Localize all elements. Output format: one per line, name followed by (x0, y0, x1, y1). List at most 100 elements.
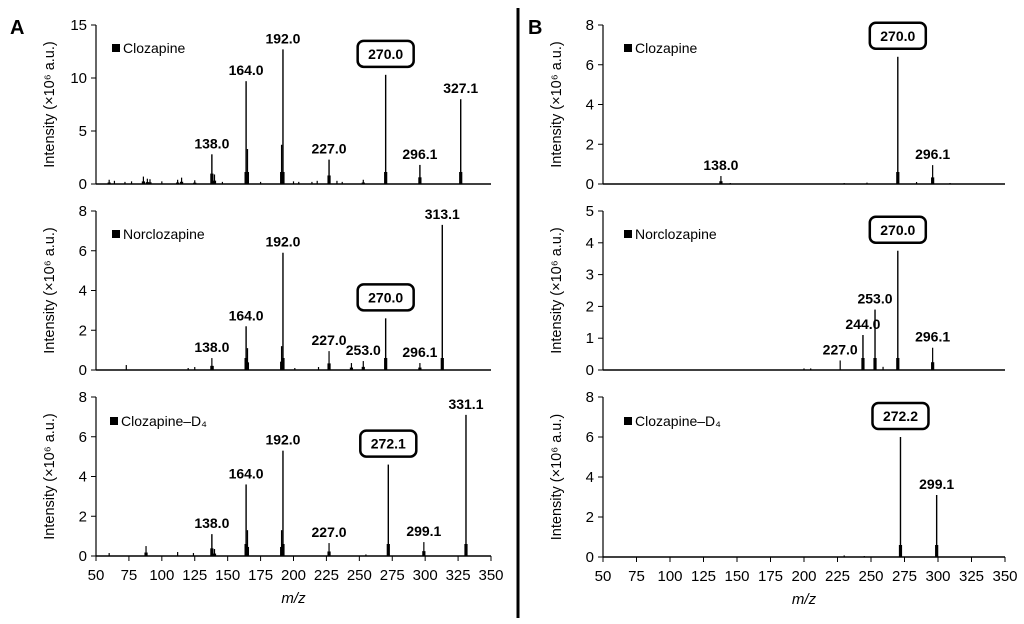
peak-label: 253.0 (346, 342, 381, 358)
peak-base (719, 181, 723, 184)
y-axis-label: Intensity (×10⁶ a.u.) (549, 414, 565, 540)
y-tick-label: 15 (70, 17, 87, 34)
spectrum-plot-a-2: 0 2 4 6 8 Intensity (×10⁶ a.u.) Norclozapine 13… (42, 203, 491, 379)
peak-base (145, 182, 149, 184)
peak-base (280, 546, 284, 556)
legend-marker-icon (110, 417, 118, 425)
spectrum-plot-a-1: 0 5 10 15 Intensity (×10⁶ a.u.) Clozapine 138.… (42, 17, 491, 193)
peak-base (464, 544, 468, 556)
peak-base (349, 367, 354, 370)
peak-base (896, 172, 900, 184)
x-tick-label: 325 (446, 567, 471, 584)
peak-base (422, 551, 426, 556)
y-tick-label: 0 (79, 176, 87, 193)
boxed-peak-label: 270.0 (880, 222, 915, 238)
legend-label: Norclozapine (123, 226, 205, 242)
legend-marker-icon (112, 230, 120, 238)
y-tick-label: 0 (586, 362, 594, 379)
peak-label: 192.0 (265, 30, 300, 46)
peak-label: 192.0 (265, 234, 300, 250)
peak-label: 227.0 (312, 332, 347, 348)
peak-base (148, 182, 152, 184)
peak-label: 164.0 (229, 307, 264, 323)
peak-label: 138.0 (194, 135, 229, 151)
x-tick-label: 300 (413, 567, 438, 584)
y-tick-label: 6 (79, 243, 87, 260)
peak-base (861, 358, 865, 370)
peak-label: 138.0 (703, 157, 738, 173)
peak-label: 253.0 (857, 291, 892, 307)
x-tick-label: 325 (959, 568, 984, 585)
peak-base (280, 172, 284, 184)
peak-base (418, 367, 422, 370)
peak-label: 299.1 (406, 523, 441, 539)
y-tick-label: 6 (79, 429, 87, 446)
peak-label: 192.0 (265, 432, 300, 448)
peak-base (193, 182, 197, 184)
x-tick-label: 125 (182, 567, 207, 584)
boxed-peak-frame (868, 21, 928, 51)
y-tick-label: 5 (79, 123, 87, 140)
x-tick-label: 175 (248, 567, 273, 584)
peak-label: 227.0 (312, 141, 347, 157)
peak-label: 227.0 (823, 341, 858, 357)
peak-base (245, 172, 250, 184)
peak-base (931, 177, 935, 184)
peak-base (245, 362, 250, 370)
peak-label: 327.1 (443, 80, 478, 96)
x-tick-label: 50 (595, 568, 612, 585)
peak-label: 331.1 (448, 396, 483, 412)
peak-base (176, 182, 180, 184)
x-tick-label: 50 (88, 567, 105, 584)
y-axis-label: Intensity (×10⁶ a.u.) (42, 227, 58, 353)
y-tick-label: 0 (79, 362, 87, 379)
x-tick-label: 100 (149, 567, 174, 584)
y-tick-label: 0 (586, 549, 594, 566)
legend-marker-icon (624, 417, 632, 425)
peak-base (459, 172, 463, 184)
x-tick-label: 300 (925, 568, 950, 585)
y-tick-label: 6 (586, 57, 594, 74)
peak-label: 138.0 (194, 515, 229, 531)
y-tick-label: 2 (586, 298, 594, 315)
x-axis-label: m/z (281, 590, 306, 607)
peak-base (440, 358, 444, 370)
panel-letter-b: B (528, 17, 542, 39)
y-tick-label: 6 (586, 429, 594, 446)
x-tick-label: 225 (314, 567, 339, 584)
x-tick-label: 150 (724, 568, 749, 585)
x-tick-label: 175 (758, 568, 783, 585)
legend-label: Clozapine (123, 40, 185, 56)
panel-letter-a: A (10, 17, 24, 39)
y-tick-label: 10 (70, 70, 87, 87)
peak-label: 296.1 (915, 329, 950, 345)
boxed-peak-frame (356, 283, 415, 312)
x-tick-label: 75 (121, 567, 138, 584)
y-tick-label: 1 (586, 330, 594, 347)
y-axis-label: Intensity (×10⁶ a.u.) (549, 227, 565, 353)
y-tick-label: 4 (586, 97, 594, 114)
boxed-peak-frame (359, 429, 418, 458)
y-tick-label: 4 (586, 235, 594, 252)
x-tick-label: 250 (858, 568, 883, 585)
peak-base (210, 173, 214, 184)
peak-base (384, 172, 388, 184)
peak-label: 164.0 (229, 62, 264, 78)
boxed-peak-frame (356, 39, 415, 69)
boxed-peak-label: 272.2 (883, 408, 918, 424)
x-tick-label: 250 (347, 567, 372, 584)
x-tick-label: 125 (691, 568, 716, 585)
peak-base (210, 548, 214, 556)
peak-label: 138.0 (194, 339, 229, 355)
y-axis-label: Intensity (×10⁶ a.u.) (42, 41, 58, 167)
x-axis-label: m/z (792, 591, 817, 608)
boxed-peak-label: 272.1 (371, 436, 406, 452)
peak-base (327, 175, 331, 184)
peak-label: 299.1 (919, 476, 954, 492)
spectrum-plot-b-1: 0 2 4 6 8 Intensity (×10⁶ a.u.) Clozapine 138.0… (549, 17, 1005, 193)
x-tick-label: 150 (215, 567, 240, 584)
x-tick-label: 350 (992, 568, 1017, 585)
peak-base (107, 182, 111, 184)
peak-label: 164.0 (229, 465, 264, 481)
peak-base (384, 358, 388, 370)
